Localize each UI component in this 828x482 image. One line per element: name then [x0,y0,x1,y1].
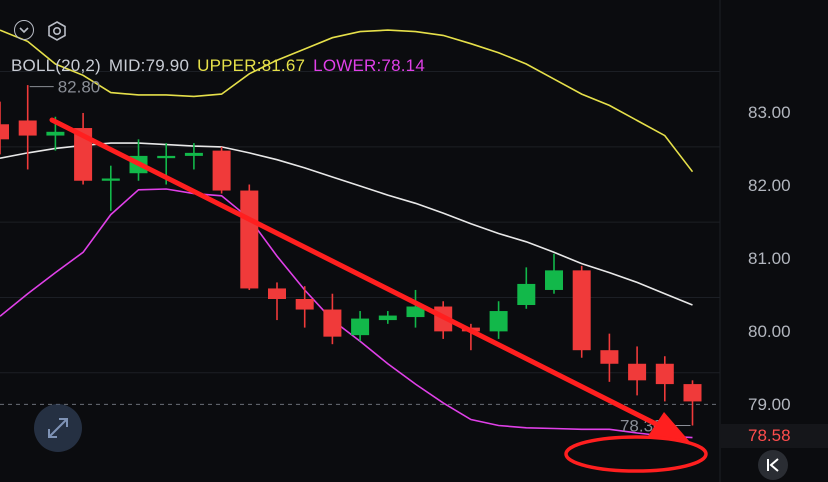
candle-body [46,131,65,136]
y-tick-label: 82.00 [748,176,791,195]
candle-body [0,124,9,140]
candle-body [489,311,508,332]
candle-down [572,265,591,358]
candle-body [655,363,674,385]
chevron-left-bar-icon [767,458,779,472]
candle-body [18,120,37,136]
high-price-label: 82.80 [58,78,101,97]
boll-upper-value: UPPER:81.67 [197,56,306,75]
chevron-down-circle-icon[interactable] [14,20,34,40]
trend-arrow-line [49,117,671,433]
candle-down [683,380,702,426]
candle-up [351,311,370,342]
candle-up [406,289,425,328]
candle-down [295,286,314,328]
candle-body [74,128,93,181]
candle-body [572,270,591,351]
chart-toolbar [14,20,68,42]
candle-body [600,350,619,364]
candle-up [101,165,120,211]
boll-mid-line [0,142,693,306]
candle-down [323,293,342,345]
candle-body [240,190,259,289]
highlight-ellipse [564,435,708,473]
candle-body [517,283,536,306]
y-tick-label: 79.00 [748,395,791,414]
boll-legend: BOLL(20,2) MID:79.90 UPPER:81.67 LOWER:78.1… [11,56,433,76]
candle-down [18,85,37,170]
candle-down [74,112,93,185]
candle-up [545,253,563,294]
expand-arrows-icon [48,418,68,438]
candle-down [600,333,619,382]
current-price-value: 78.58 [748,426,791,445]
candle-body [323,309,342,337]
candle-body [378,315,397,321]
candle-body [268,288,286,299]
candle-body [683,384,702,402]
candle-down [240,184,259,290]
y-tick-label: 83.00 [748,103,791,122]
gear-hexagon-icon[interactable] [46,20,68,42]
boll-upper-line [0,29,694,173]
candle-down [212,146,231,194]
candle-body [212,150,231,191]
candle-up [378,311,397,324]
boll-lower-line [0,188,693,439]
candle-down [655,356,674,402]
expand-button[interactable] [34,404,82,452]
boll-indicator-label: BOLL(20,2) [11,56,101,75]
candle-body [157,155,176,159]
y-tick-label: 80.00 [748,322,791,341]
candle-down [0,101,9,155]
candle-up [184,143,203,170]
y-tick-label: 81.00 [748,249,791,268]
current-price-tag: 78.58 [720,424,828,448]
candle-down [628,346,647,396]
trend-arrow-head [648,412,690,442]
candle-body [184,152,203,156]
candle-down [268,282,286,321]
candle-body [351,318,370,336]
boll-mid-value: MID:79.90 [108,56,190,75]
candle-body [101,178,120,181]
collapse-button[interactable] [758,450,788,480]
boll-lower-value: LOWER:78.14 [313,56,425,75]
candle-up [489,301,508,339]
candle-body [295,298,314,310]
candle-body [545,270,563,290]
candle-up [517,267,536,309]
candle-body [406,306,425,318]
candle-body [628,363,647,381]
